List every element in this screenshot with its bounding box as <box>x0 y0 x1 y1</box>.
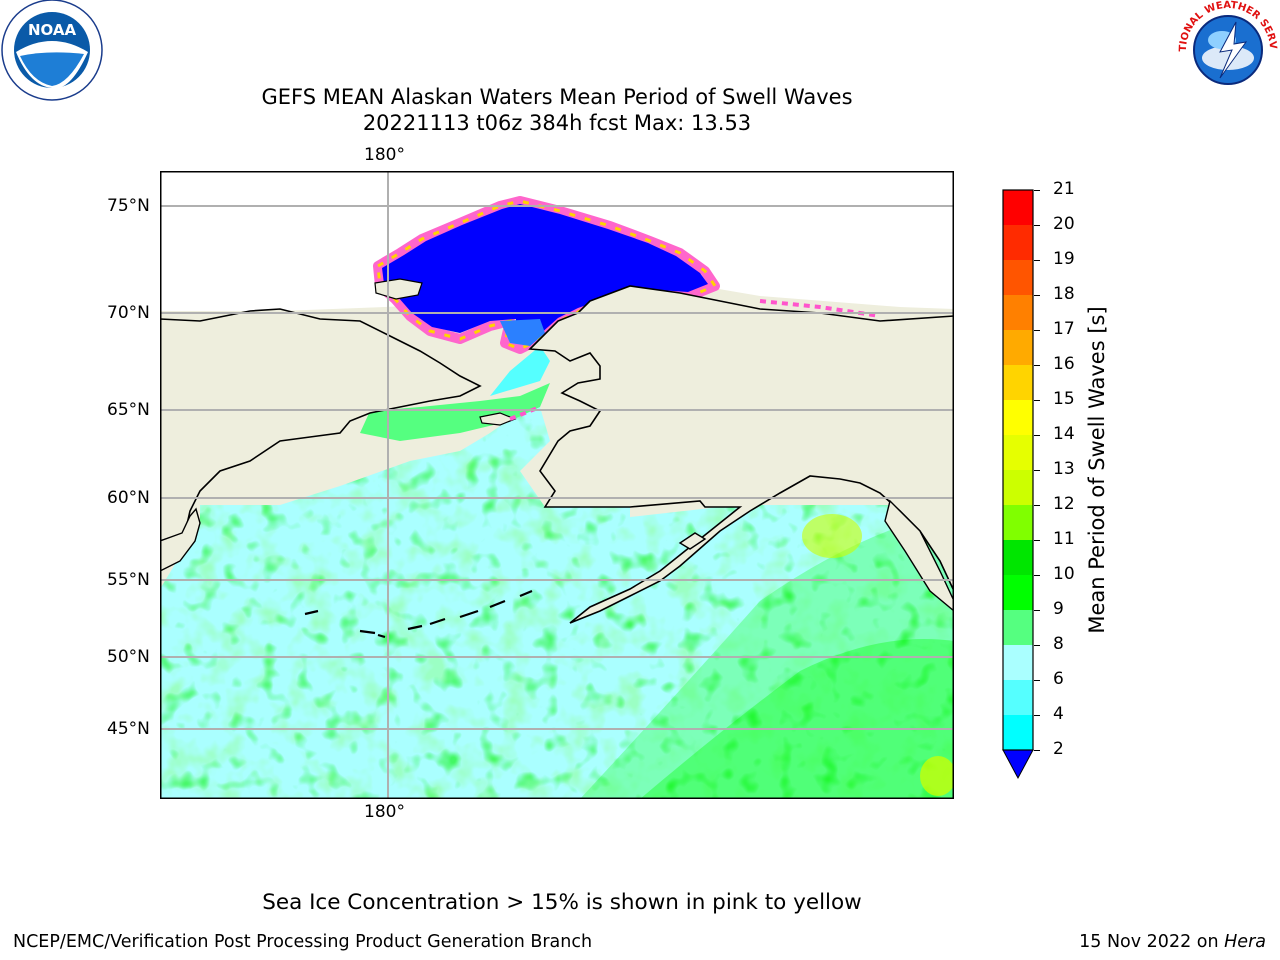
colorbar-segment <box>1003 575 1033 610</box>
colorbar-segment <box>1003 330 1033 365</box>
colorbar-segment <box>1003 715 1033 750</box>
colorbar-segment <box>1003 505 1033 540</box>
bering-sea <box>360 383 550 441</box>
colorbar-segment <box>1003 225 1033 260</box>
colorbar-extend-arrow <box>1002 749 1034 780</box>
colorbar-tick-mark <box>1034 365 1040 366</box>
footer-host: Hera <box>1224 932 1266 952</box>
colorbar-segment <box>1003 400 1033 435</box>
footer-date: 15 Nov 2022 on Hera <box>1079 932 1266 952</box>
colorbar-tick-label: 9 <box>1053 599 1064 619</box>
colorbar-tick-mark <box>1034 400 1040 401</box>
colorbar-tick-mark <box>1034 645 1040 646</box>
colorbar-segment <box>1003 295 1033 330</box>
alaska-landmass <box>528 285 955 624</box>
colorbar-segment <box>1003 645 1033 680</box>
colorbar-tick-mark <box>1034 295 1040 296</box>
colorbar-tick-mark <box>1034 330 1040 331</box>
colorbar-tick-mark <box>1034 190 1040 191</box>
colorbar-tick-mark <box>1034 680 1040 681</box>
map-subtitle: 20221113 t06z 384h fcst Max: 13.53 <box>362 111 752 135</box>
chukchi-blue-patch <box>500 319 545 346</box>
colorbar-tick-label: 16 <box>1053 354 1075 374</box>
lat-label-70: 70°N <box>107 303 150 323</box>
lat-label-75: 75°N <box>107 196 150 216</box>
lat-label-45: 45°N <box>107 719 150 739</box>
colorbar-tick-mark <box>1034 225 1040 226</box>
kodiak-island <box>678 532 707 550</box>
kamchatka-landmass <box>159 507 201 573</box>
sea-ice-note: Sea Ice Concentration > 15% is shown in … <box>262 890 862 915</box>
lat-label-50: 50°N <box>107 647 150 667</box>
colorbar-tick-label: 12 <box>1053 494 1075 514</box>
st-lawrence-island <box>479 412 517 426</box>
colorbar-tick-mark <box>1034 575 1040 576</box>
colorbar-tick-label: 15 <box>1053 389 1075 409</box>
nws-logo: NATIONAL WEATHER SERVICE <box>1172 0 1280 100</box>
lon-label-top: 180° <box>364 145 405 165</box>
map-panel <box>159 171 955 799</box>
colorbar-tick-label: 21 <box>1053 179 1075 199</box>
map-svg <box>159 171 955 799</box>
colorbar-tick-mark <box>1034 435 1040 436</box>
colorbar-segment <box>1003 610 1033 645</box>
colorbar-tick-label: 8 <box>1053 634 1064 654</box>
colorbar-tick-label: 17 <box>1053 319 1075 339</box>
chukotka-landmass <box>159 308 482 543</box>
colorbar-tick-mark <box>1034 260 1040 261</box>
colorbar-tick-label: 4 <box>1053 704 1064 724</box>
footer-date-text: 15 Nov 2022 on <box>1079 932 1225 952</box>
colorbar-tick-mark <box>1034 540 1040 541</box>
colorbar-tick-label: 11 <box>1053 529 1075 549</box>
sea-ice-blue-area <box>382 204 708 343</box>
colorbar-tick-label: 6 <box>1053 669 1064 689</box>
colorbar-tick-mark <box>1034 715 1040 716</box>
colorbar <box>1002 189 1034 784</box>
map-title: GEFS MEAN Alaskan Waters Mean Period of … <box>261 85 853 109</box>
lat-label-55: 55°N <box>107 570 150 590</box>
footer-branch: NCEP/EMC/Verification Post Processing Pr… <box>13 932 593 952</box>
colorbar-tick-label: 14 <box>1053 424 1075 444</box>
colorbar-tick-label: 13 <box>1053 459 1075 479</box>
colorbar-segment <box>1003 435 1033 470</box>
colorbar-tick-mark <box>1034 610 1040 611</box>
colorbar-segment <box>1003 680 1033 715</box>
noaa-logo-text: NOAA <box>28 21 77 39</box>
colorbar-tick-label: 20 <box>1053 214 1075 234</box>
colorbar-tick-mark <box>1034 750 1040 751</box>
colorbar-tick-label: 18 <box>1053 284 1075 304</box>
lat-label-65: 65°N <box>107 400 150 420</box>
colorbar-tick-label: 2 <box>1053 739 1064 759</box>
colorbar-segment <box>1003 190 1033 225</box>
colorbar-svg <box>1002 189 1034 780</box>
colorbar-segment <box>1003 470 1033 505</box>
bering-strait-region <box>490 346 550 396</box>
colorbar-tick-label: 19 <box>1053 249 1075 269</box>
wrangel-island <box>374 278 423 300</box>
lat-label-60: 60°N <box>107 488 150 508</box>
colorbar-frame <box>1002 189 1034 751</box>
noaa-logo: NOAA <box>0 0 104 104</box>
colorbar-tick-label: 10 <box>1053 564 1075 584</box>
colorbar-segment <box>1003 260 1033 295</box>
colorbar-label-text: Mean Period of Swell Waves [s] <box>1085 306 1109 634</box>
colorbar-tick-mark <box>1034 505 1040 506</box>
graticule <box>160 171 954 799</box>
colorbar-segment <box>1003 365 1033 400</box>
colorbar-segment <box>1003 540 1033 575</box>
map-frame <box>160 171 954 799</box>
aleutian-islands <box>304 589 533 639</box>
colorbar-tick-mark <box>1034 470 1040 471</box>
lon-label-bottom: 180° <box>364 802 405 822</box>
